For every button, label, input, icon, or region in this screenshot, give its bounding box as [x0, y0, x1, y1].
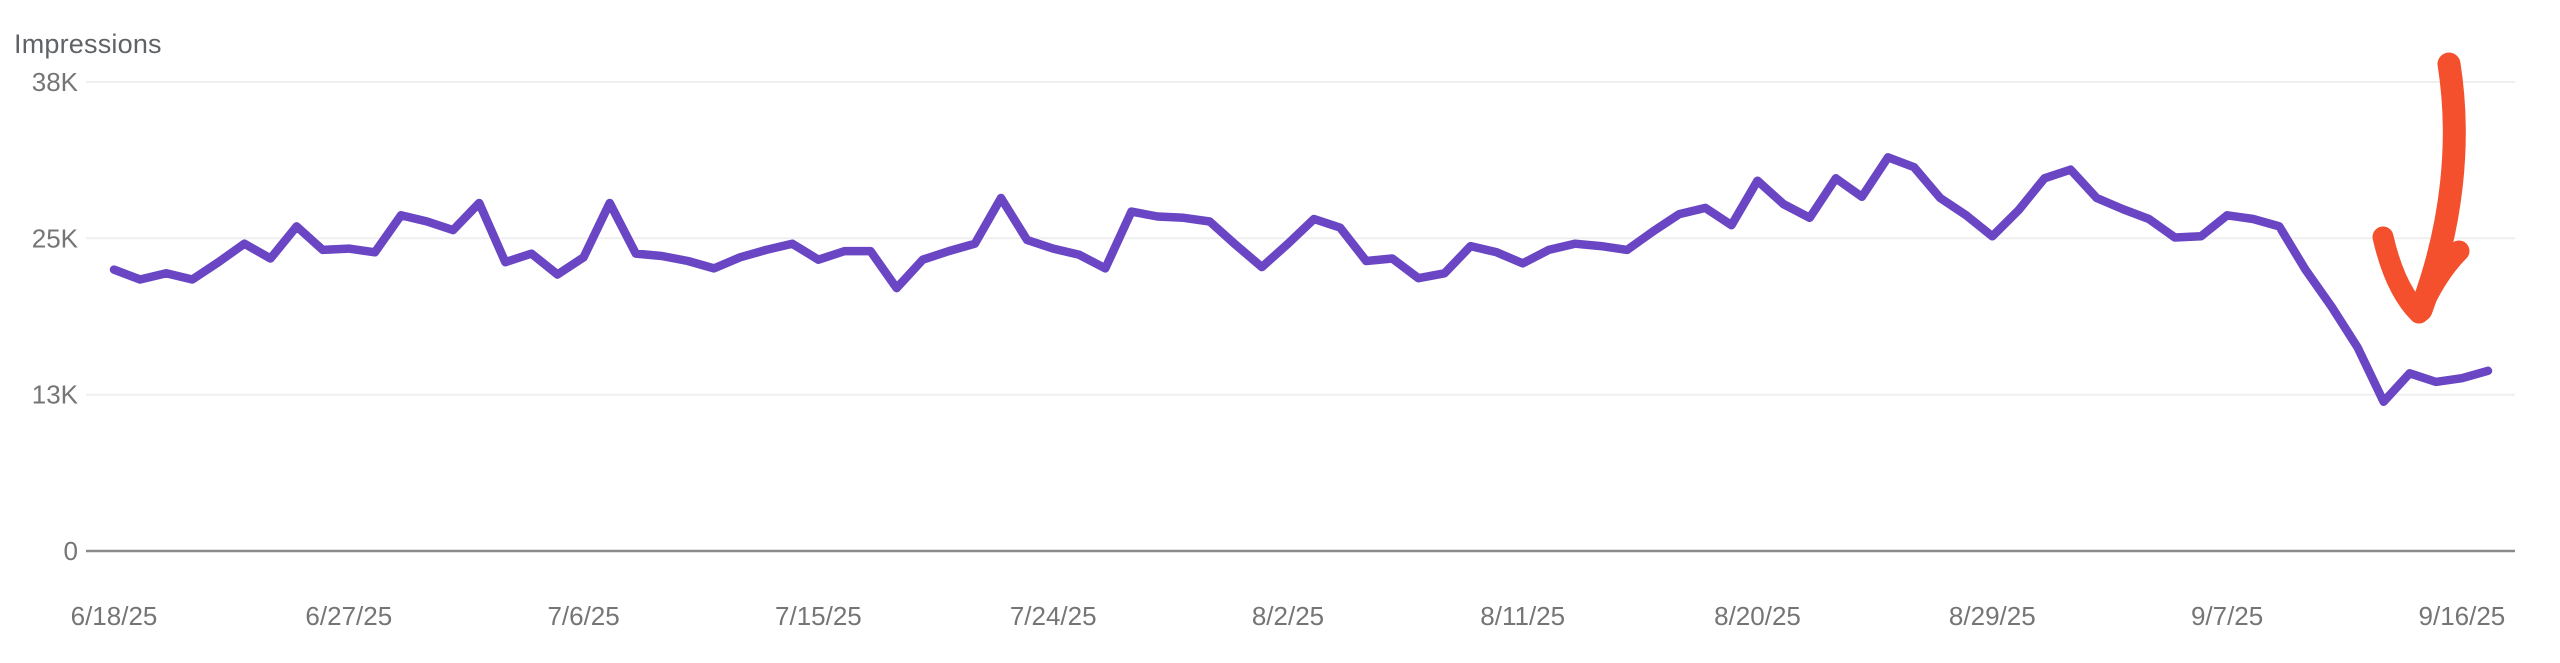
y-tick-label: 25K — [32, 223, 79, 253]
chart-plot-area[interactable] — [86, 60, 2515, 551]
x-tick-label: 6/27/25 — [305, 601, 392, 631]
x-tick-label: 8/2/25 — [1252, 601, 1324, 631]
x-tick-label: 7/15/25 — [775, 601, 862, 631]
x-tick-label: 8/20/25 — [1714, 601, 1801, 631]
y-tick-label: 13K — [32, 380, 79, 410]
x-tick-label: 9/16/25 — [2419, 601, 2506, 631]
axis-labels: 38K 25K 13K 0 6/18/25 6/27/25 7/6/25 7/15/25 7/2… — [32, 67, 2506, 631]
x-tick-label: 9/7/25 — [2191, 601, 2263, 631]
y-tick-label: 0 — [64, 536, 78, 566]
metric-label: Impressions — [14, 29, 162, 59]
x-tick-label: 8/11/25 — [1480, 601, 1565, 631]
impressions-series-line[interactable] — [109, 153, 2493, 406]
drop-arrow-annotation — [2372, 52, 2470, 324]
x-tick-label: 6/18/25 — [71, 601, 158, 631]
x-tick-label: 8/29/25 — [1949, 601, 2036, 631]
arrow-head-stroke — [2372, 226, 2470, 324]
x-tick-label: 7/24/25 — [1010, 601, 1097, 631]
x-tick-label: 7/6/25 — [547, 601, 619, 631]
y-tick-label: 38K — [32, 67, 79, 97]
